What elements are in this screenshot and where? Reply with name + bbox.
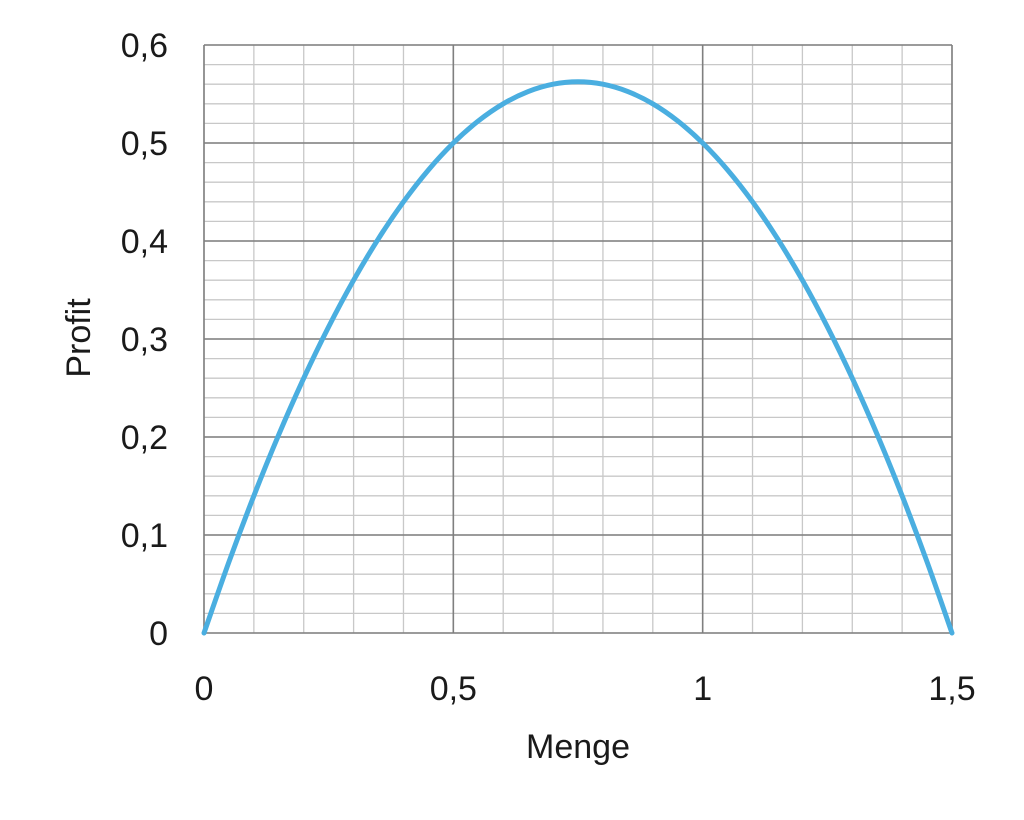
x-tick-label: 0	[195, 670, 214, 708]
y-tick-label: 0,6	[121, 27, 168, 65]
y-tick-label: 0,4	[121, 223, 168, 261]
x-axis-title: Menge	[526, 728, 630, 766]
major-grid	[203, 44, 953, 634]
series-layer	[201, 79, 955, 636]
x-tick-labels: 0 0,5 1 1,5	[195, 670, 976, 708]
x-tick-label: 0,5	[430, 670, 477, 708]
x-tick-label: 1,5	[928, 670, 975, 708]
y-tick-label: 0,5	[121, 125, 168, 163]
y-tick-label: 0	[149, 615, 168, 653]
y-axis-title: Profit	[60, 298, 98, 378]
y-tick-labels: 0 0,1 0,2 0,3 0,4 0,5 0,6	[121, 27, 168, 653]
y-tick-label: 0,1	[121, 517, 168, 555]
y-tick-label: 0,3	[121, 321, 168, 359]
profit-series-line	[201, 79, 955, 636]
x-tick-label: 1	[693, 670, 712, 708]
y-tick-label: 0,2	[121, 419, 168, 457]
